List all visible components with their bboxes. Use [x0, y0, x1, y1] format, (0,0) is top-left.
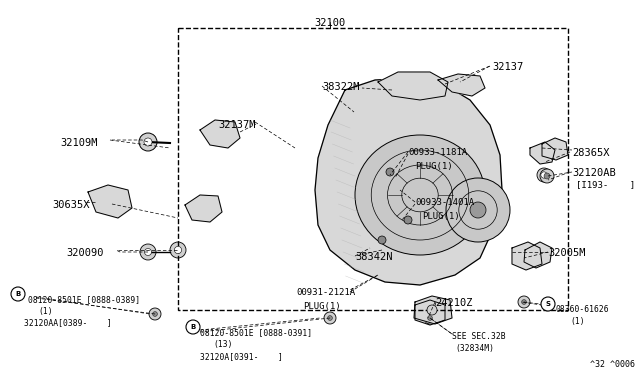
Circle shape [11, 287, 25, 301]
Text: 30635X: 30635X [52, 200, 90, 210]
Bar [178, 28, 568, 310]
Text: PLUG(1): PLUG(1) [422, 212, 460, 221]
Text: SEE SEC.32B: SEE SEC.32B [452, 332, 506, 341]
Polygon shape [185, 195, 222, 222]
Polygon shape [88, 185, 132, 218]
Circle shape [140, 244, 156, 260]
Circle shape [541, 172, 547, 178]
Circle shape [541, 297, 555, 311]
Circle shape [424, 312, 436, 324]
Circle shape [518, 296, 530, 308]
Text: 32137: 32137 [492, 62, 524, 72]
Polygon shape [414, 296, 452, 324]
Text: (1): (1) [38, 307, 52, 316]
Circle shape [427, 305, 437, 315]
Text: 08360-61626: 08360-61626 [556, 305, 610, 314]
Text: 00933-1401A: 00933-1401A [415, 198, 474, 207]
Text: 32005M: 32005M [548, 248, 586, 258]
Circle shape [152, 312, 157, 317]
Text: 38322M: 38322M [322, 82, 360, 92]
Text: 32120AB: 32120AB [572, 168, 616, 178]
Text: (32834M): (32834M) [455, 344, 494, 353]
Text: 38342N: 38342N [355, 252, 392, 262]
Ellipse shape [355, 135, 485, 255]
Text: 32109M: 32109M [60, 138, 97, 148]
Polygon shape [524, 242, 552, 268]
Polygon shape [315, 78, 502, 285]
Polygon shape [378, 72, 448, 100]
Circle shape [186, 320, 200, 334]
Circle shape [522, 299, 526, 304]
Text: PLUG(1): PLUG(1) [303, 302, 340, 311]
Text: 00931-2121A: 00931-2121A [296, 288, 355, 297]
Circle shape [170, 242, 186, 258]
Text: 32120A[0391-    ]: 32120A[0391- ] [200, 352, 283, 361]
Polygon shape [512, 242, 542, 270]
Polygon shape [415, 300, 445, 325]
Circle shape [328, 315, 332, 320]
Text: 00933-1181A: 00933-1181A [408, 148, 467, 157]
Circle shape [446, 178, 510, 242]
Text: (1): (1) [570, 317, 584, 326]
Text: 08120-8501E [0888-0389]: 08120-8501E [0888-0389] [28, 295, 140, 304]
Text: 08120-8501E [0888-0391]: 08120-8501E [0888-0391] [200, 328, 312, 337]
Text: 24210Z: 24210Z [435, 298, 472, 308]
Text: 32100: 32100 [314, 18, 346, 28]
Circle shape [324, 312, 336, 324]
Polygon shape [530, 142, 555, 164]
Polygon shape [542, 138, 568, 160]
Text: B: B [15, 291, 20, 297]
Circle shape [428, 315, 433, 320]
Circle shape [470, 202, 486, 218]
Polygon shape [200, 120, 240, 148]
Circle shape [145, 248, 152, 256]
Circle shape [144, 138, 152, 146]
Text: (13): (13) [213, 340, 232, 349]
Text: 320090: 320090 [66, 248, 104, 258]
Circle shape [139, 133, 157, 151]
Text: B: B [190, 324, 196, 330]
Circle shape [386, 168, 394, 176]
Circle shape [174, 246, 182, 254]
Polygon shape [438, 74, 485, 96]
Circle shape [149, 308, 161, 320]
Text: [I193-    ]: [I193- ] [576, 180, 635, 189]
Circle shape [540, 169, 554, 183]
Text: ^32 ^0006: ^32 ^0006 [590, 360, 635, 369]
Text: S: S [545, 301, 550, 307]
Text: 32137M: 32137M [218, 120, 255, 130]
Circle shape [378, 236, 386, 244]
Circle shape [404, 216, 412, 224]
Circle shape [544, 173, 550, 179]
Circle shape [537, 168, 551, 182]
Text: 28365X: 28365X [572, 148, 609, 158]
Text: PLUG(1): PLUG(1) [415, 162, 452, 171]
Text: 32120AA[0389-    ]: 32120AA[0389- ] [24, 318, 112, 327]
